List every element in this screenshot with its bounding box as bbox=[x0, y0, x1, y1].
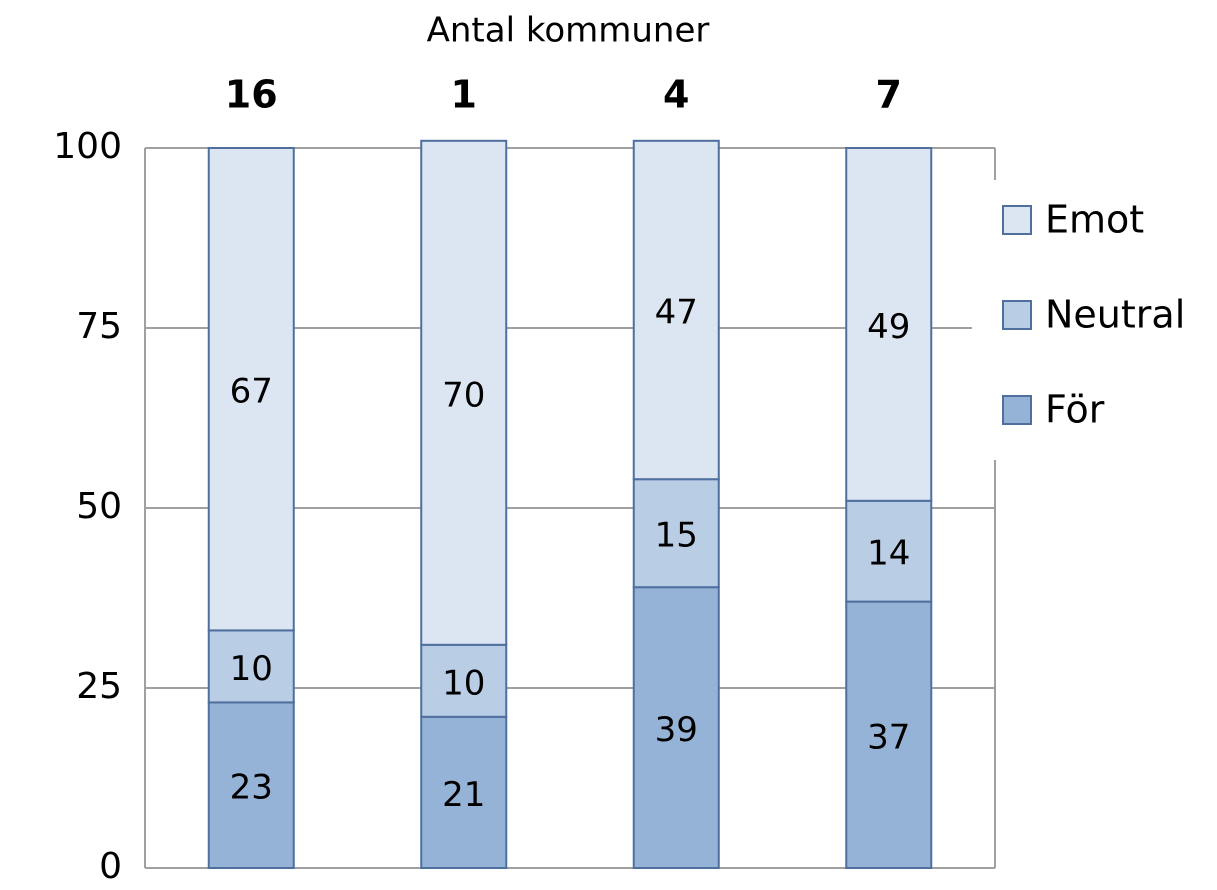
y-tick-label: 100 bbox=[53, 126, 122, 167]
bar-segment bbox=[632, 586, 720, 869]
category-label: 16 bbox=[225, 73, 278, 117]
legend-label: Emot bbox=[1045, 198, 1144, 242]
data-label: 14 bbox=[867, 534, 910, 574]
data-label: 21 bbox=[442, 775, 485, 815]
legend-label: Neutral bbox=[1045, 293, 1185, 337]
bar-segment bbox=[420, 715, 508, 869]
bar-segment bbox=[632, 139, 720, 481]
y-tick-label: 25 bbox=[76, 666, 122, 707]
category-label: 7 bbox=[876, 73, 902, 117]
legend-label: För bbox=[1045, 388, 1105, 432]
bar-segment bbox=[845, 147, 933, 502]
y-tick-label: 0 bbox=[99, 846, 122, 887]
data-label: 70 bbox=[442, 375, 485, 415]
data-label: 10 bbox=[230, 649, 273, 689]
bar-segment bbox=[207, 629, 295, 704]
bar-segment bbox=[207, 701, 295, 870]
bar-segment bbox=[845, 499, 933, 603]
legend-swatch bbox=[1002, 205, 1032, 235]
data-label: 15 bbox=[655, 516, 698, 556]
chart-title: Antal kommuner bbox=[427, 11, 710, 51]
category-label: 4 bbox=[663, 73, 689, 117]
bar-segment bbox=[420, 643, 508, 718]
y-tick-label: 75 bbox=[76, 306, 122, 347]
legend-swatch bbox=[1002, 300, 1032, 330]
y-tick-label: 50 bbox=[76, 486, 122, 527]
bar-segment bbox=[207, 147, 295, 632]
data-label: 23 bbox=[230, 768, 273, 808]
bar-segment bbox=[845, 600, 933, 869]
data-label: 37 bbox=[867, 717, 910, 757]
data-label: 49 bbox=[867, 307, 910, 347]
bar-segment bbox=[420, 139, 508, 646]
legend-swatch bbox=[1002, 395, 1032, 425]
data-label: 10 bbox=[442, 663, 485, 703]
data-label: 47 bbox=[655, 293, 698, 333]
category-label: 1 bbox=[451, 73, 477, 117]
data-label: 39 bbox=[655, 710, 698, 750]
data-label: 67 bbox=[230, 372, 273, 412]
bar-segment bbox=[632, 478, 720, 589]
